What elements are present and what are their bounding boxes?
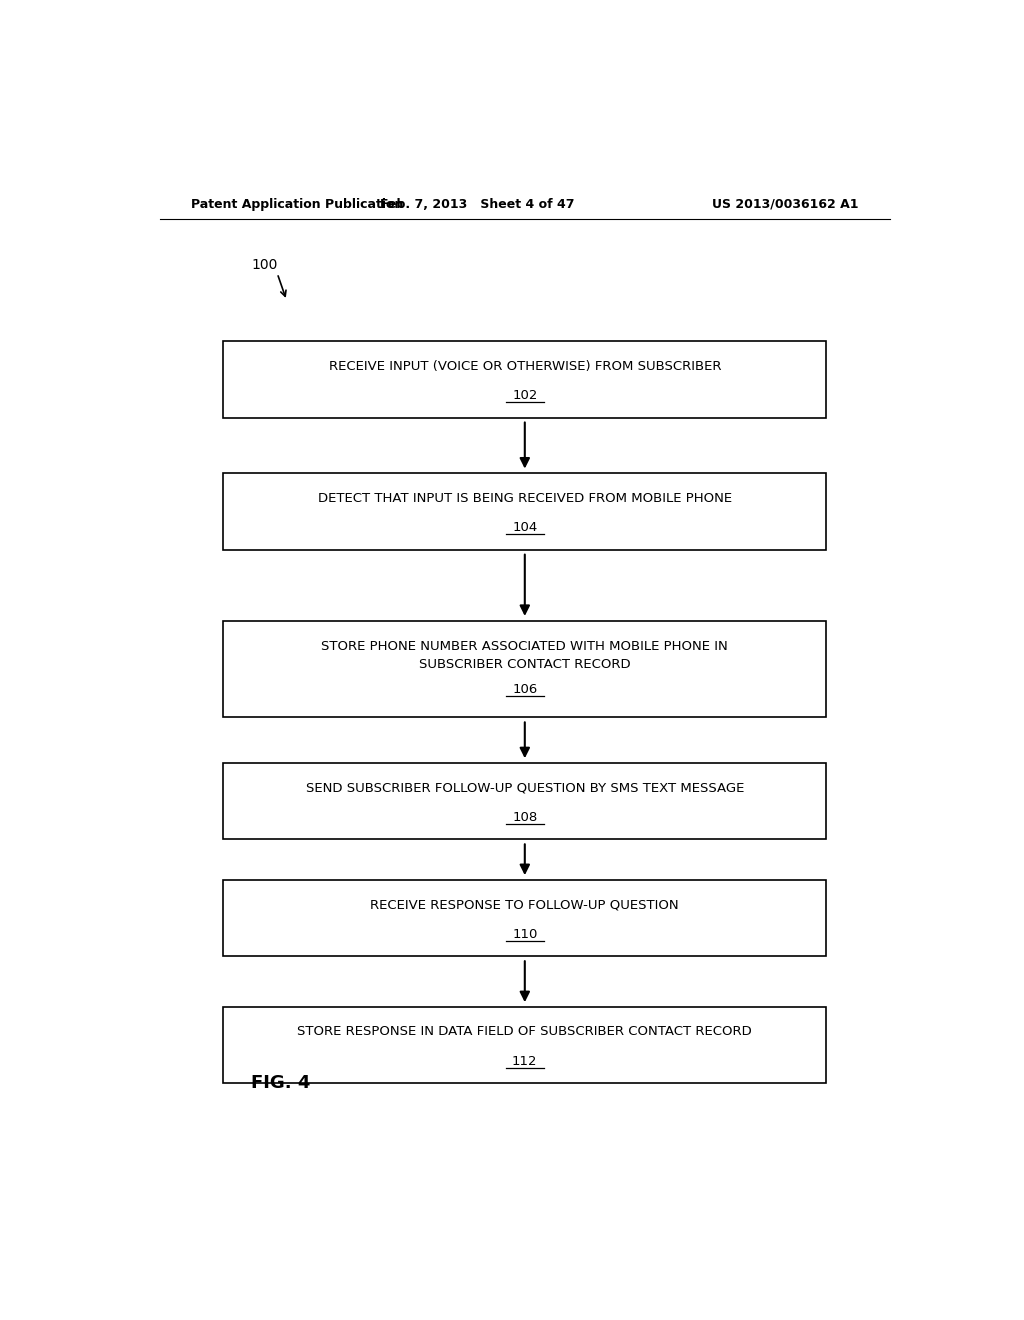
Text: 110: 110 (512, 928, 538, 941)
Text: 108: 108 (512, 810, 538, 824)
Bar (223, 474, 826, 549)
Text: 102: 102 (512, 389, 538, 403)
Text: 104: 104 (512, 521, 538, 535)
Text: SUBSCRIBER CONTACT RECORD: SUBSCRIBER CONTACT RECORD (419, 657, 631, 671)
Bar (223, 620, 826, 718)
Bar (223, 342, 826, 417)
Text: 106: 106 (512, 682, 538, 696)
Text: US 2013/0036162 A1: US 2013/0036162 A1 (712, 198, 858, 211)
Text: DETECT THAT INPUT IS BEING RECEIVED FROM MOBILE PHONE: DETECT THAT INPUT IS BEING RECEIVED FROM… (317, 492, 732, 504)
Text: FIG. 4: FIG. 4 (251, 1074, 310, 1093)
Bar (223, 1007, 826, 1084)
Text: RECEIVE INPUT (VOICE OR OTHERWISE) FROM SUBSCRIBER: RECEIVE INPUT (VOICE OR OTHERWISE) FROM … (329, 360, 721, 372)
Bar (223, 880, 826, 956)
Text: STORE RESPONSE IN DATA FIELD OF SUBSCRIBER CONTACT RECORD: STORE RESPONSE IN DATA FIELD OF SUBSCRIB… (297, 1026, 753, 1039)
Text: SEND SUBSCRIBER FOLLOW-UP QUESTION BY SMS TEXT MESSAGE: SEND SUBSCRIBER FOLLOW-UP QUESTION BY SM… (305, 781, 744, 795)
Text: Patent Application Publication: Patent Application Publication (191, 198, 403, 211)
Text: 112: 112 (512, 1055, 538, 1068)
Text: Feb. 7, 2013   Sheet 4 of 47: Feb. 7, 2013 Sheet 4 of 47 (380, 198, 574, 211)
Text: STORE PHONE NUMBER ASSOCIATED WITH MOBILE PHONE IN: STORE PHONE NUMBER ASSOCIATED WITH MOBIL… (322, 640, 728, 653)
Bar (223, 763, 826, 840)
Text: RECEIVE RESPONSE TO FOLLOW-UP QUESTION: RECEIVE RESPONSE TO FOLLOW-UP QUESTION (371, 899, 679, 911)
Text: 100: 100 (251, 259, 278, 272)
